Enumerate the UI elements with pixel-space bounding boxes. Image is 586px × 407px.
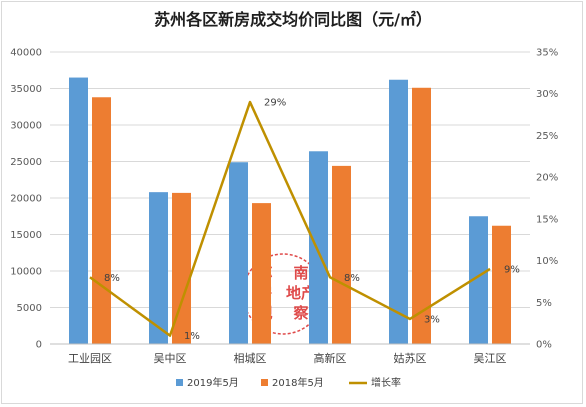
growth-data-labels: 8% 1% 29% 8% 3% 9% [104, 98, 520, 343]
y-left-ticks: 0 5000 10000 15000 20000 25000 30000 35000 40000 [10, 48, 42, 351]
x-category-label: 吴中区 [154, 352, 187, 365]
bar-2019[interactable] [389, 79, 408, 345]
legend-label: 增长率 [371, 376, 401, 389]
y-right-tick-label: 5% [536, 298, 552, 309]
bar-2019[interactable] [69, 77, 88, 345]
legend-swatch [261, 379, 268, 386]
x-category-label: 高新区 [314, 351, 347, 365]
y-left-tick-label: 10000 [10, 267, 42, 278]
growth-data-label: 8% [104, 273, 120, 284]
chart-title: 苏州各区新房成交均价同比图（元/㎡） [154, 10, 432, 29]
y-right-tick-label: 10% [536, 256, 558, 267]
y-left-tick-label: 15000 [10, 230, 42, 241]
growth-data-label: 9% [504, 264, 520, 275]
y-left-tick-label: 25000 [10, 157, 42, 168]
bar-2019[interactable] [229, 162, 248, 344]
bar-2019[interactable] [149, 192, 168, 344]
y-left-tick-label: 5000 [17, 303, 42, 314]
legend-item-2018[interactable]: 2018年5月 [261, 376, 324, 389]
legend-swatch [176, 379, 183, 386]
growth-data-label: 8% [344, 273, 360, 284]
y-right-tick-label: 0% [536, 340, 552, 351]
y-left-tick-label: 40000 [10, 48, 42, 59]
y-left-tick-label: 35000 [10, 84, 42, 95]
x-category-label: 吴江区 [474, 352, 507, 365]
x-category-label: 相城区 [234, 352, 267, 365]
legend-item-2019[interactable]: 2019年5月 [176, 376, 239, 389]
bar-2018[interactable] [412, 87, 431, 345]
stamp-char: 南 [293, 264, 308, 282]
x-category-labels: 工业园区 吴中区 相城区 高新区 姑苏区 吴江区 [68, 351, 507, 365]
growth-data-label: 29% [264, 98, 286, 109]
y-left-tick-label: 30000 [10, 121, 42, 132]
bar-2018[interactable] [172, 192, 191, 344]
bar-2019[interactable] [469, 216, 488, 344]
legend-label: 2019年5月 [187, 376, 239, 389]
x-category-label: 工业园区 [68, 352, 112, 365]
growth-data-label: 3% [424, 314, 440, 325]
y-right-tick-label: 30% [536, 89, 558, 100]
y-left-tick-label: 20000 [10, 194, 42, 205]
bar-2018[interactable] [492, 225, 511, 344]
y-right-tick-label: 35% [536, 48, 558, 59]
y-right-tick-label: 20% [536, 173, 558, 184]
bar-2019[interactable] [309, 151, 328, 344]
y-right-tick-label: 25% [536, 131, 558, 142]
growth-data-label: 1% [184, 331, 200, 342]
legend-item-growth[interactable]: 增长率 [349, 376, 401, 389]
y-left-tick-label: 0 [36, 340, 42, 351]
legend: 2019年5月 2018年5月 增长率 [176, 376, 401, 389]
bar-2018[interactable] [92, 97, 111, 344]
y-right-ticks: 0% 5% 10% 15% 20% 25% 30% 35% [536, 48, 558, 351]
bars [69, 77, 511, 345]
legend-label: 2018年5月 [272, 376, 324, 389]
growth-line [89, 100, 491, 337]
stamp-char: 地产 [286, 284, 316, 302]
y-right-tick-label: 15% [536, 214, 558, 225]
x-category-label: 姑苏区 [394, 352, 427, 365]
stamp-char: 察 [292, 304, 309, 322]
bar-2018[interactable] [252, 203, 271, 344]
bar-2018[interactable] [332, 165, 351, 344]
